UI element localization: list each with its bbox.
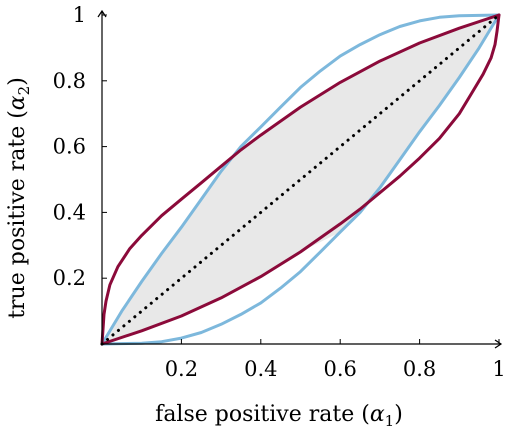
roc-curve-blue-2 (100, 13, 501, 346)
series-layer (100, 13, 501, 346)
y-axis-title-symbol: α (5, 95, 30, 110)
y-axis-title-text: true positive rate ( (5, 110, 30, 319)
y-tick-label: 0.2 (53, 266, 86, 290)
x-tick-label: 0.8 (403, 357, 436, 381)
roc-curve-crimson-4 (100, 13, 501, 346)
y-tick-label: 0.8 (53, 69, 86, 93)
x-tick-label: 0.4 (244, 357, 277, 381)
x-axis-title: false positive rate (α1) (155, 402, 403, 430)
y-tick-label: 1 (73, 3, 86, 27)
roc-curve-blue-1 (100, 13, 501, 346)
x-tick-label: 0.6 (323, 357, 356, 381)
y-axis-title-subscript: 2 (15, 86, 33, 96)
y-tick-label: 0.4 (53, 200, 86, 224)
x-axis-title-subscript: 1 (385, 412, 395, 430)
diagonal-reference-line (100, 13, 501, 346)
x-tick-label: 0.2 (165, 357, 198, 381)
y-tick-label: 0.6 (53, 135, 86, 159)
y-axis-title: true positive rate (α2) (5, 77, 33, 319)
x-axis-title-symbol: α (370, 402, 385, 427)
y-ticks: 0.2 0.4 0.6 0.8 1 (53, 3, 107, 290)
y-axis-title-close: ) (5, 77, 30, 86)
x-ticks: 0.2 0.4 0.6 0.8 1 (165, 339, 506, 381)
roc-curve-crimson-3 (100, 13, 501, 346)
axes: 0.2 0.4 0.6 0.8 1 0.2 0.4 0.6 0.8 1 (53, 3, 506, 381)
x-axis-title-text: false positive rate ( (155, 402, 370, 427)
x-tick-label: 1 (492, 357, 505, 381)
x-axis-arrowhead (494, 339, 503, 349)
plot-area (100, 13, 501, 346)
x-axis-title-close: ) (394, 402, 403, 427)
